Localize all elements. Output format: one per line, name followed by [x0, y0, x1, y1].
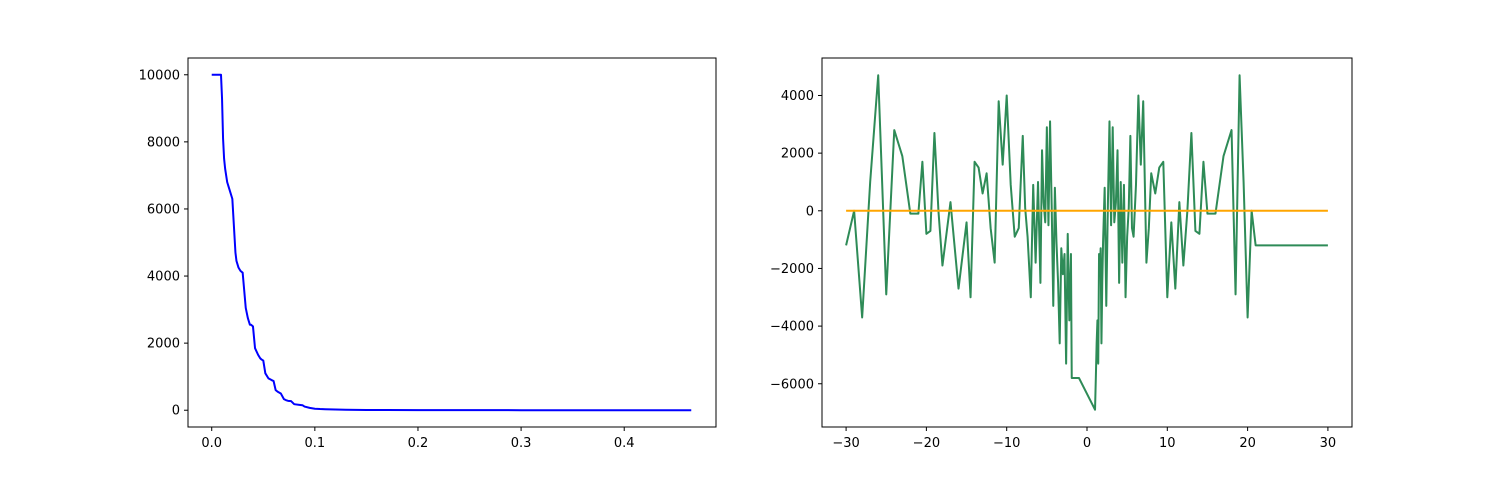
left-chart-series-layer: [211, 73, 692, 412]
left-chart-y-tick-label: 0: [172, 404, 180, 419]
left-chart-x-tick-label: 0.0: [201, 436, 222, 451]
left-chart-series-line-0: [211, 73, 692, 412]
right-chart: −30 −20 −10 0 10 20 30 −6000 −4000 −2000 0 2000 4000: [770, 57, 1353, 451]
right-chart-series-line-0: [845, 74, 1328, 411]
left-chart-axes-frame: [187, 57, 717, 428]
right-chart-y-tick-label: −6000: [770, 377, 814, 392]
left-chart-y-tick-label: 2000: [147, 337, 180, 352]
right-chart-x-tick-label: 30: [1320, 436, 1337, 451]
right-chart-x-tick-label: 20: [1239, 436, 1256, 451]
right-chart-ticks: −30 −20 −10 0 10 20 30 −6000 −4000 −2000 0 2000 4000: [770, 89, 1336, 451]
left-chart-ticks: 0.0 0.1 0.2 0.3 0.4 0 2000 4000 6000 8000 10000: [139, 68, 635, 451]
right-chart-x-tick-label: 10: [1159, 436, 1176, 451]
right-chart-axes-frame: [821, 57, 1353, 428]
left-chart-x-tick-label: 0.1: [305, 436, 326, 451]
left-chart-x-tick-label: 0.3: [511, 436, 532, 451]
right-chart-x-tick-label: −10: [993, 436, 1020, 451]
right-chart-y-tick-label: 4000: [781, 89, 814, 104]
left-chart-y-tick-label: 8000: [147, 135, 180, 150]
left-chart-y-tick-label: 4000: [147, 270, 180, 285]
left-chart-y-tick-label: 6000: [147, 202, 180, 217]
left-chart-y-tick-label: 10000: [139, 68, 180, 83]
left-chart-x-tick-label: 0.2: [408, 436, 429, 451]
right-chart-y-tick-label: 0: [806, 204, 814, 219]
left-chart-x-tick-label: 0.4: [614, 436, 635, 451]
right-chart-series-layer: [845, 74, 1328, 411]
right-chart-x-tick-label: 0: [1083, 436, 1091, 451]
right-chart-y-tick-label: −2000: [770, 262, 814, 277]
right-chart-y-tick-label: −4000: [770, 320, 814, 335]
left-chart: 0.0 0.1 0.2 0.3 0.4 0 2000 4000 6000 8000 10000: [139, 57, 717, 451]
right-chart-x-tick-label: −20: [913, 436, 940, 451]
right-chart-y-tick-label: 2000: [781, 147, 814, 162]
right-chart-x-tick-label: −30: [832, 436, 859, 451]
